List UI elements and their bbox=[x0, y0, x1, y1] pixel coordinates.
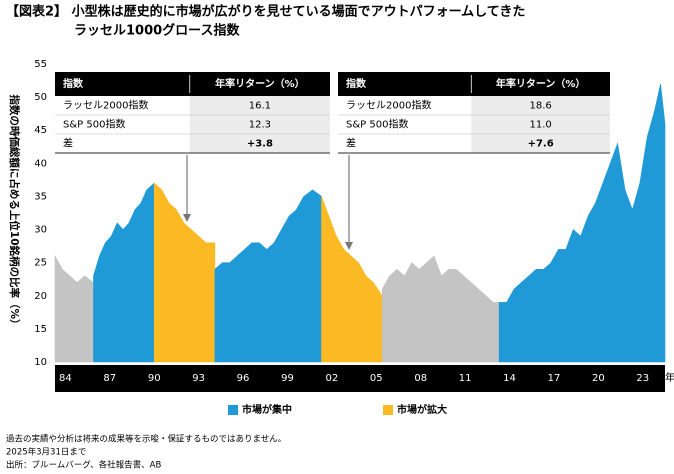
table-shade bbox=[471, 96, 610, 153]
x-tick-label: 23 bbox=[636, 373, 649, 384]
x-tick-label: 02 bbox=[326, 373, 339, 384]
table-header: 指数 bbox=[63, 77, 84, 90]
note: 過去の実績や分析は将来の成果等を示唆・保証するものではありません。 bbox=[6, 434, 286, 445]
area bbox=[381, 255, 500, 363]
table-cell: 差 bbox=[346, 137, 356, 150]
table-cell: ラッセル2000指数 bbox=[346, 99, 431, 112]
area bbox=[93, 182, 155, 363]
y-tick-label: 20 bbox=[34, 291, 47, 302]
chart-subtitle: ラッセル1000グロース指数 bbox=[74, 23, 241, 39]
x-tick-label: 87 bbox=[103, 373, 116, 384]
area bbox=[498, 83, 666, 363]
area bbox=[214, 189, 322, 363]
arrowhead bbox=[345, 242, 353, 250]
table-cell: 12.3 bbox=[249, 120, 271, 131]
area bbox=[54, 254, 94, 363]
area bbox=[153, 182, 216, 363]
plot-area: 10 15 20 25 30 35 40 45 50 55 84 87 90 93 96 99 02 05 08 11… bbox=[34, 59, 666, 384]
x-tick-label: 93 bbox=[192, 373, 205, 384]
y-tick-label: 50 bbox=[34, 92, 47, 103]
x-tick-label: 14 bbox=[503, 373, 516, 384]
table-cell: +3.8 bbox=[247, 139, 273, 150]
legend-label: 市場が拡大 bbox=[397, 403, 447, 416]
y-tick-label: 15 bbox=[34, 324, 47, 335]
x-tick-label: 20 bbox=[592, 373, 605, 384]
y-tick-label: 30 bbox=[34, 225, 47, 236]
table-cell: S&P 500指数 bbox=[63, 118, 125, 131]
table-header: 年率リターン（%） bbox=[215, 77, 305, 90]
table-cell: ラッセル2000指数 bbox=[63, 99, 148, 112]
legend-swatch bbox=[228, 405, 238, 415]
y-axis-label: 指数の時価総額に占める上位10銘柄の比率（%） bbox=[8, 94, 21, 329]
table-cell: 18.6 bbox=[530, 101, 552, 112]
y-tick-label: 25 bbox=[34, 258, 47, 269]
table-cell: S&P 500指数 bbox=[346, 118, 408, 131]
overlay: 市場が集中 市場が拡大 指数 年率リターン（%） ラッセル2000指数 16.1 S&P 5… bbox=[55, 72, 610, 416]
x-tick-label: 11 bbox=[459, 373, 472, 384]
x-tick-label: 99 bbox=[281, 373, 294, 384]
x-tick-label: 05 bbox=[370, 373, 383, 384]
y-tick-label: 10 bbox=[34, 357, 47, 368]
x-tick-label: 84 bbox=[59, 373, 72, 384]
x-axis-unit: 年 bbox=[665, 371, 674, 384]
table-cell: 差 bbox=[63, 137, 73, 150]
y-tick-label: 55 bbox=[34, 59, 47, 70]
x-tick-label: 08 bbox=[414, 373, 427, 384]
table-shade bbox=[189, 96, 330, 153]
note: 2025年3月31日まで bbox=[6, 447, 86, 458]
table-header-bg bbox=[55, 72, 330, 96]
table-cell: +7.6 bbox=[528, 139, 554, 150]
table-header-bg bbox=[338, 72, 610, 96]
x-tick-label: 17 bbox=[548, 373, 561, 384]
table-cell: 16.1 bbox=[249, 101, 271, 112]
arrowhead bbox=[183, 214, 191, 222]
chart-title: 【図表2】 小型株は歴史的に市場が広がりを見せている場面でアウトパフォームしてき… bbox=[6, 4, 525, 20]
y-tick-label: 40 bbox=[34, 158, 47, 169]
x-axis-band bbox=[55, 365, 665, 392]
legend-swatch bbox=[383, 405, 393, 415]
note: 出所：ブルームバーグ、各社報告書、AB bbox=[6, 460, 161, 471]
table-header: 指数 bbox=[346, 77, 367, 90]
table-header: 年率リターン（%） bbox=[496, 77, 586, 90]
y-tick-label: 45 bbox=[34, 125, 47, 136]
legend-label: 市場が集中 bbox=[242, 403, 292, 416]
area bbox=[321, 196, 383, 363]
table-cell: 11.0 bbox=[530, 120, 552, 131]
x-tick-label: 96 bbox=[237, 373, 250, 384]
x-tick-label: 90 bbox=[148, 373, 161, 384]
y-tick-label: 35 bbox=[34, 191, 47, 202]
